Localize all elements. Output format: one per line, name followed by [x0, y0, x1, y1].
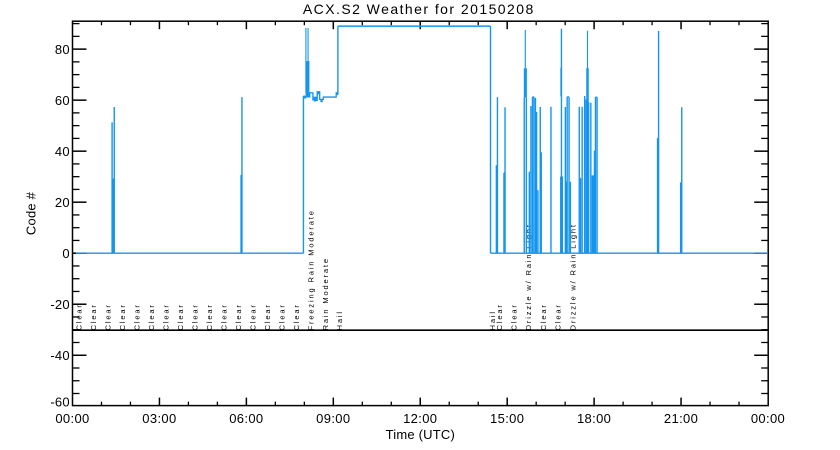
- svg-text:Clear: Clear: [249, 303, 258, 330]
- svg-text:Clear: Clear: [539, 303, 548, 330]
- svg-text:Clear: Clear: [292, 303, 301, 330]
- svg-text:60: 60: [55, 93, 70, 108]
- svg-text:Clear: Clear: [234, 303, 243, 330]
- svg-text:Clear: Clear: [89, 303, 98, 330]
- svg-text:Drizzle w/ Rain Light: Drizzle w/ Rain Light: [568, 223, 577, 330]
- svg-text:Clear: Clear: [205, 303, 214, 330]
- svg-text:Clear: Clear: [263, 303, 272, 330]
- svg-text:Clear: Clear: [495, 303, 504, 330]
- svg-text:40: 40: [55, 144, 70, 159]
- svg-text:06:00: 06:00: [229, 411, 263, 426]
- svg-text:Hail: Hail: [488, 310, 497, 330]
- svg-text:03:00: 03:00: [142, 411, 176, 426]
- svg-text:0: 0: [62, 246, 69, 261]
- svg-text:15:00: 15:00: [490, 411, 524, 426]
- svg-text:Clear: Clear: [118, 303, 127, 330]
- svg-text:Code #: Code #: [24, 191, 39, 235]
- svg-text:Clear: Clear: [220, 303, 229, 330]
- svg-text:Clear: Clear: [191, 303, 200, 330]
- svg-text:-40: -40: [50, 348, 69, 363]
- svg-text:Clear: Clear: [104, 303, 113, 330]
- svg-text:Clear: Clear: [162, 303, 171, 330]
- svg-text:00:00: 00:00: [751, 411, 785, 426]
- svg-text:20: 20: [55, 195, 70, 210]
- svg-text:21:00: 21:00: [664, 411, 698, 426]
- svg-text:12:00: 12:00: [403, 411, 437, 426]
- svg-text:Freezing Rain Moderate: Freezing Rain Moderate: [306, 209, 315, 330]
- svg-text:Rain Moderate: Rain Moderate: [321, 257, 330, 330]
- svg-text:Clear: Clear: [510, 303, 519, 330]
- svg-text:-20: -20: [50, 297, 69, 312]
- svg-text:Clear: Clear: [147, 303, 156, 330]
- svg-text:Clear: Clear: [75, 303, 84, 330]
- svg-text:Time (UTC): Time (UTC): [386, 427, 455, 442]
- svg-text:18:00: 18:00: [577, 411, 611, 426]
- svg-text:80: 80: [55, 42, 70, 57]
- svg-text:-60: -60: [50, 395, 69, 410]
- svg-text:Clear: Clear: [278, 303, 287, 330]
- svg-text:Clear: Clear: [554, 303, 563, 330]
- svg-text:ACX.S2 Weather for 20150208: ACX.S2 Weather for 20150208: [303, 1, 535, 17]
- svg-text:00:00: 00:00: [55, 411, 89, 426]
- svg-text:Clear: Clear: [133, 303, 142, 330]
- svg-text:09:00: 09:00: [316, 411, 350, 426]
- svg-text:Hail: Hail: [335, 310, 344, 330]
- svg-text:Clear: Clear: [176, 303, 185, 330]
- svg-text:Drizzle w/ Rain Light: Drizzle w/ Rain Light: [524, 223, 533, 330]
